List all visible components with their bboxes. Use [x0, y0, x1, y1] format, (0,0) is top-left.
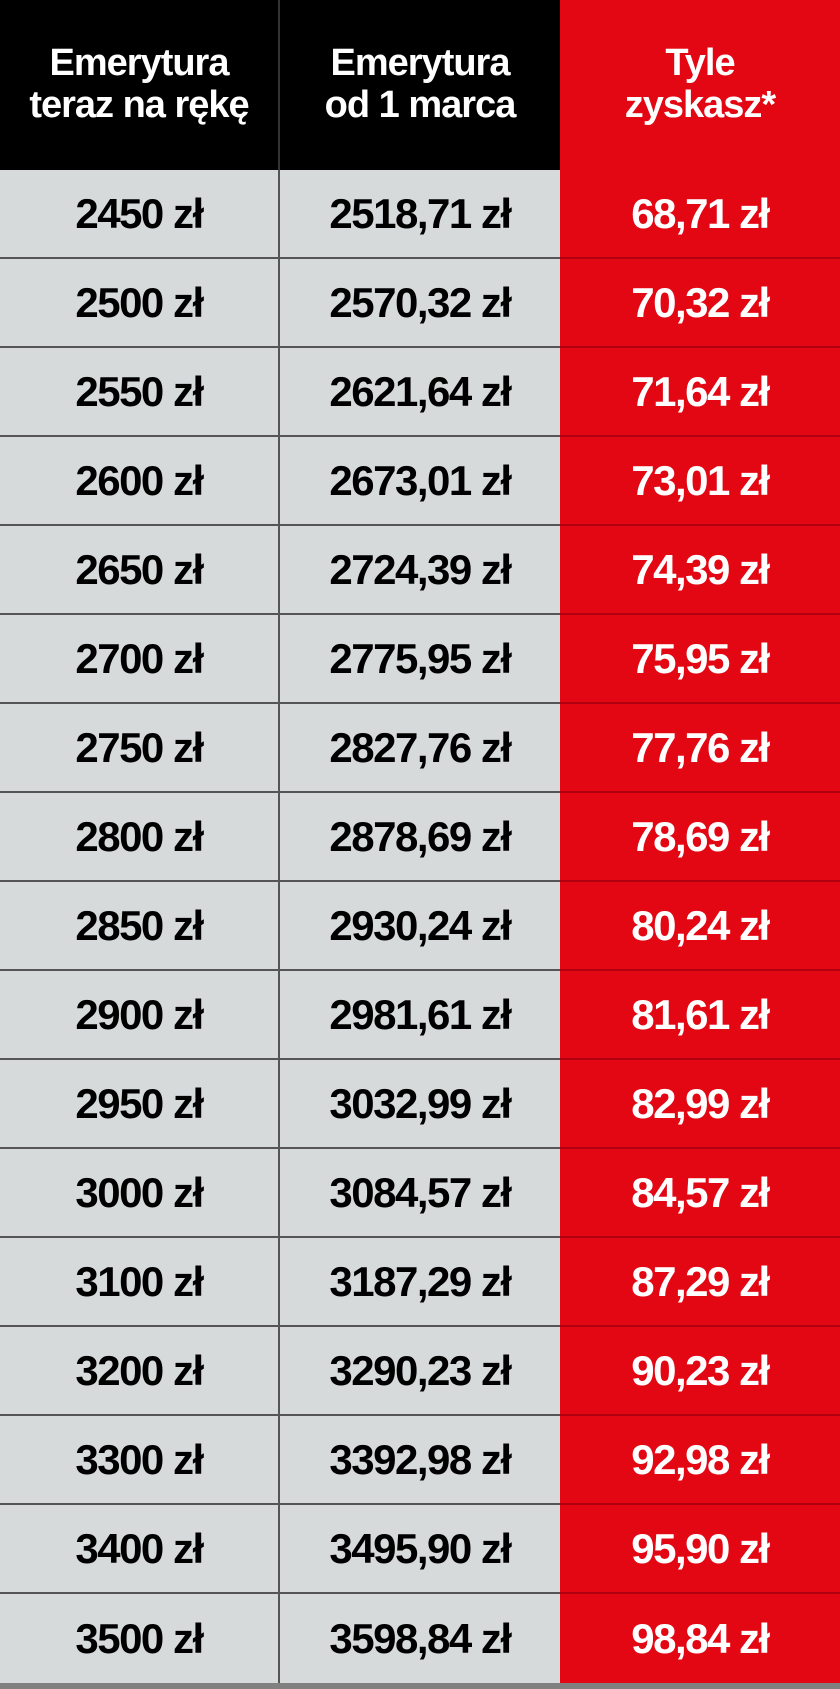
table-row: 3200 zł3290,23 zł90,23 zł: [0, 1327, 840, 1416]
cell-from: 2570,32 zł: [280, 259, 560, 348]
table-row: 3100 zł3187,29 zł87,29 zł: [0, 1238, 840, 1327]
col-header-from: Emerytura od 1 marca: [280, 0, 560, 170]
col-header-gain: Tyle zyskasz*: [560, 0, 840, 170]
cell-now: 2800 zł: [0, 793, 280, 882]
cell-from: 3392,98 zł: [280, 1416, 560, 1505]
table-row: 3500 zł3598,84 zł98,84 zł: [0, 1594, 840, 1683]
cell-now: 2750 zł: [0, 704, 280, 793]
cell-gain: 81,61 zł: [560, 971, 840, 1060]
cell-from: 3032,99 zł: [280, 1060, 560, 1149]
table-row: 2600 zł2673,01 zł73,01 zł: [0, 437, 840, 526]
cell-now: 2850 zł: [0, 882, 280, 971]
cell-now: 3000 zł: [0, 1149, 280, 1238]
cell-gain: 98,84 zł: [560, 1594, 840, 1683]
table-row: 2650 zł2724,39 zł74,39 zł: [0, 526, 840, 615]
table-row: 2500 zł2570,32 zł70,32 zł: [0, 259, 840, 348]
cell-gain: 95,90 zł: [560, 1505, 840, 1594]
table-row: 3400 zł3495,90 zł95,90 zł: [0, 1505, 840, 1594]
cell-now: 3200 zł: [0, 1327, 280, 1416]
cell-gain: 92,98 zł: [560, 1416, 840, 1505]
cell-now: 2650 zł: [0, 526, 280, 615]
table-header-row: Emerytura teraz na rękę Emerytura od 1 m…: [0, 0, 840, 170]
cell-now: 2950 zł: [0, 1060, 280, 1149]
cell-now: 2600 zł: [0, 437, 280, 526]
cell-gain: 77,76 zł: [560, 704, 840, 793]
cell-now: 2900 zł: [0, 971, 280, 1060]
table-row: 3000 zł3084,57 zł84,57 zł: [0, 1149, 840, 1238]
table-row: 2700 zł2775,95 zł75,95 zł: [0, 615, 840, 704]
table-row: 2850 zł2930,24 zł80,24 zł: [0, 882, 840, 971]
table-row: 2450 zł2518,71 zł68,71 zł: [0, 170, 840, 259]
cell-now: 2700 zł: [0, 615, 280, 704]
cell-from: 2724,39 zł: [280, 526, 560, 615]
cell-from: 3495,90 zł: [280, 1505, 560, 1594]
cell-gain: 87,29 zł: [560, 1238, 840, 1327]
table-row: 2800 zł2878,69 zł78,69 zł: [0, 793, 840, 882]
table-row: 2550 zł2621,64 zł71,64 zł: [0, 348, 840, 437]
cell-now: 3300 zł: [0, 1416, 280, 1505]
cell-gain: 82,99 zł: [560, 1060, 840, 1149]
cell-from: 2981,61 zł: [280, 971, 560, 1060]
table-row: 2950 zł3032,99 zł82,99 zł: [0, 1060, 840, 1149]
cell-gain: 71,64 zł: [560, 348, 840, 437]
cell-now: 2500 zł: [0, 259, 280, 348]
cell-from: 2621,64 zł: [280, 348, 560, 437]
cell-gain: 68,71 zł: [560, 170, 840, 259]
pension-table: Emerytura teraz na rękę Emerytura od 1 m…: [0, 0, 840, 1683]
cell-now: 2450 zł: [0, 170, 280, 259]
cell-now: 3100 zł: [0, 1238, 280, 1327]
cell-now: 3400 zł: [0, 1505, 280, 1594]
table-body: 2450 zł2518,71 zł68,71 zł2500 zł2570,32 …: [0, 170, 840, 1683]
cell-from: 2827,76 zł: [280, 704, 560, 793]
cell-gain: 84,57 zł: [560, 1149, 840, 1238]
cell-from: 2673,01 zł: [280, 437, 560, 526]
cell-gain: 74,39 zł: [560, 526, 840, 615]
cell-from: 3187,29 zł: [280, 1238, 560, 1327]
table-row: 2750 zł2827,76 zł77,76 zł: [0, 704, 840, 793]
cell-from: 2518,71 zł: [280, 170, 560, 259]
cell-gain: 90,23 zł: [560, 1327, 840, 1416]
cell-from: 3290,23 zł: [280, 1327, 560, 1416]
cell-gain: 75,95 zł: [560, 615, 840, 704]
cell-from: 3598,84 zł: [280, 1594, 560, 1683]
table-row: 3300 zł3392,98 zł92,98 zł: [0, 1416, 840, 1505]
cell-from: 2775,95 zł: [280, 615, 560, 704]
cell-from: 3084,57 zł: [280, 1149, 560, 1238]
cell-from: 2878,69 zł: [280, 793, 560, 882]
cell-gain: 73,01 zł: [560, 437, 840, 526]
cell-from: 2930,24 zł: [280, 882, 560, 971]
cell-gain: 80,24 zł: [560, 882, 840, 971]
table-row: 2900 zł2981,61 zł81,61 zł: [0, 971, 840, 1060]
cell-now: 2550 zł: [0, 348, 280, 437]
cell-gain: 70,32 zł: [560, 259, 840, 348]
col-header-now: Emerytura teraz na rękę: [0, 0, 280, 170]
cell-gain: 78,69 zł: [560, 793, 840, 882]
cell-now: 3500 zł: [0, 1594, 280, 1683]
